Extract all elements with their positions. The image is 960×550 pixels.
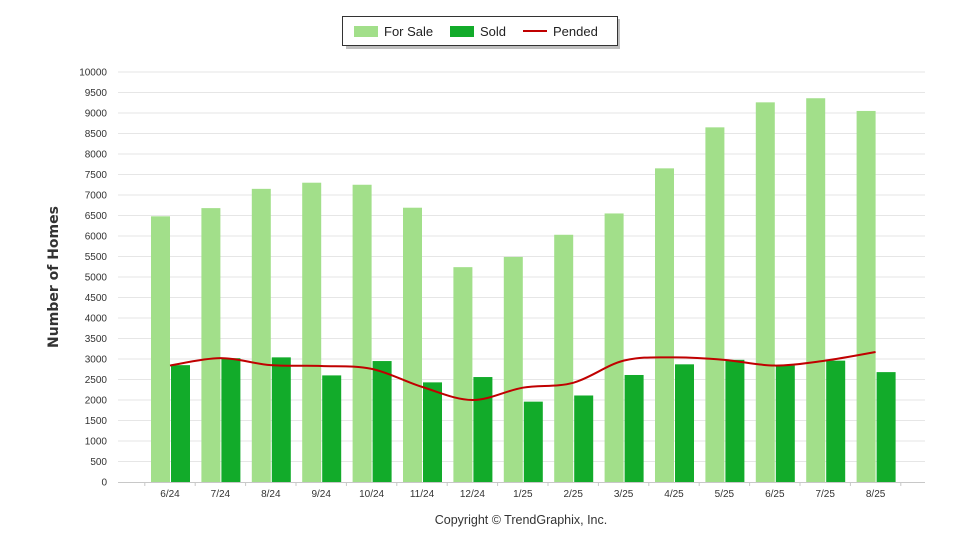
bar-for-sale — [201, 208, 221, 482]
x-tick-label: 9/24 — [311, 489, 331, 500]
bar-sold — [876, 372, 896, 482]
bar-sold — [574, 395, 594, 482]
y-tick-label: 4000 — [85, 314, 108, 325]
x-tick-label: 11/24 — [410, 489, 435, 500]
bar-sold — [221, 358, 241, 482]
bar-sold — [372, 361, 392, 482]
y-tick-label: 7500 — [85, 170, 108, 181]
bar-for-sale — [453, 267, 473, 482]
x-axis-ticks: 6/24 7/24 8/24 9/24 10/24 11/24 12/24 1/25 2/25 3… — [160, 489, 886, 500]
pended-line-layer — [169, 351, 876, 402]
bars — [151, 98, 896, 483]
x-tick-label: 8/24 — [261, 489, 281, 500]
legend-label-sold: Sold — [480, 24, 506, 39]
bar-sold — [523, 401, 543, 482]
bar-sold — [271, 357, 291, 482]
x-axis — [118, 482, 925, 486]
y-tick-label: 3000 — [85, 355, 108, 366]
bar-for-sale — [251, 188, 271, 482]
bar-for-sale — [503, 256, 523, 482]
x-tick-label: 4/25 — [664, 489, 684, 500]
x-tick-label: 3/25 — [614, 489, 634, 500]
legend-swatch-for-sale — [354, 26, 378, 37]
y-tick-label: 9500 — [85, 88, 108, 99]
legend-label-pended: Pended — [553, 24, 598, 39]
bar-sold — [826, 360, 846, 482]
y-tick-label: 1000 — [85, 437, 108, 448]
y-axis-title: Number of Homes — [46, 206, 62, 348]
y-tick-label: 6000 — [85, 232, 108, 243]
bar-for-sale — [856, 110, 876, 482]
copyright-text: Copyright © TrendGraphix, Inc. — [435, 513, 607, 527]
x-tick-label: 8/25 — [866, 489, 886, 500]
y-tick-label: 3500 — [85, 334, 108, 345]
y-axis-ticks: 0 500 1000 1500 2000 2500 3000 3500 4000 4500 5000… — [79, 68, 107, 489]
y-tick-label: 8500 — [85, 129, 108, 140]
x-tick-label: 10/24 — [359, 489, 384, 500]
y-tick-label: 9000 — [85, 109, 108, 120]
y-tick-label: 2000 — [85, 396, 108, 407]
bar-sold — [675, 364, 694, 482]
y-tick-label: 6500 — [85, 211, 108, 222]
x-tick-label: 6/24 — [160, 489, 180, 500]
pended-line — [169, 351, 876, 402]
x-tick-label: 1/25 — [513, 489, 533, 500]
y-tick-label: 500 — [90, 457, 107, 468]
bar-for-sale — [806, 98, 826, 483]
x-tick-label: 6/25 — [765, 489, 785, 500]
bar-for-sale — [352, 184, 372, 482]
bar-for-sale — [604, 213, 624, 482]
x-tick-label: 2/25 — [563, 489, 583, 500]
bar-sold — [725, 359, 745, 482]
y-tick-label: 7000 — [85, 191, 108, 202]
x-tick-label: 5/25 — [715, 489, 735, 500]
legend-label-for-sale: For Sale — [384, 24, 433, 39]
bar-for-sale — [655, 168, 674, 482]
x-tick-label: 12/24 — [460, 489, 485, 500]
bar-sold — [423, 382, 442, 482]
y-tick-label: 10000 — [79, 68, 107, 79]
bar-for-sale — [554, 234, 574, 482]
bar-for-sale — [705, 127, 725, 482]
legend-box — [342, 16, 618, 46]
y-tick-label: 0 — [101, 478, 107, 489]
y-tick-label: 2500 — [85, 375, 108, 386]
bar-sold — [473, 377, 493, 482]
x-tick-label: 7/25 — [815, 489, 835, 500]
x-tick-label: 7/24 — [211, 489, 231, 500]
legend: For Sale Sold Pended — [342, 16, 620, 49]
y-tick-label: 5000 — [85, 273, 108, 284]
y-tick-label: 1500 — [85, 416, 108, 427]
y-tick-label: 4500 — [85, 293, 108, 304]
y-tick-label: 8000 — [85, 150, 108, 161]
bar-sold — [775, 365, 795, 482]
bar-sold — [171, 365, 190, 482]
bar-for-sale — [403, 207, 422, 482]
y-tick-label: 5500 — [85, 252, 108, 263]
bar-sold — [322, 375, 342, 482]
bar-sold — [624, 374, 644, 482]
bar-for-sale — [151, 216, 170, 482]
bar-for-sale — [302, 182, 322, 482]
legend-swatch-sold — [450, 26, 474, 37]
bar-for-sale — [755, 102, 775, 482]
